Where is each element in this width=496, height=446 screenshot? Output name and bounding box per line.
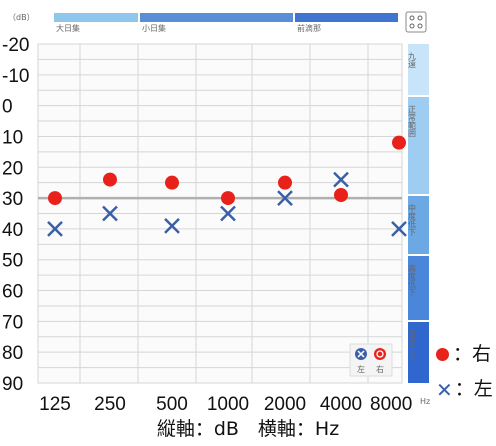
right-ear-circle-mark [221, 191, 235, 206]
legend-red-circle-icon [436, 348, 449, 361]
y-tick-label: 90 [2, 374, 23, 395]
right-band-segment [408, 44, 429, 95]
left-ear-x-mark [47, 221, 63, 237]
inner-legend-right-icon [374, 348, 386, 360]
legend-blue-x-icon: ✕ [436, 377, 453, 402]
left-ear-x-stroke [277, 190, 293, 206]
y-tick-label: 40 [2, 220, 23, 241]
y-tick-labels: -20 -10 0 10 20 30 40 50 60 70 80 90 [2, 35, 29, 395]
y-tick-label: 20 [2, 158, 23, 179]
left-ear-x-stroke [220, 205, 236, 222]
x-tick-labels: 125 250 500 1000 2000 4000 8000 [39, 394, 412, 415]
y-tick-label: -20 [2, 35, 29, 56]
x-tick-label: 125 [39, 394, 71, 415]
x-tick-label: 8000 [370, 394, 412, 415]
y-tick-label: 10 [2, 127, 23, 148]
right-ear-circle-mark [165, 175, 179, 190]
y-tick-label: 50 [2, 251, 23, 272]
top-band: （dB） 大日集 小日集 前滴那 [8, 13, 398, 33]
left-ear-x-stroke [47, 221, 63, 237]
inner-legend-left-label: 左 [357, 364, 365, 374]
legend-right-entry: ：右 [436, 339, 491, 366]
right-ear-circle-mark [48, 191, 62, 206]
settings-icon-dot [417, 15, 423, 21]
x-tick-label: 250 [94, 394, 126, 415]
top-band-segment [54, 13, 138, 22]
top-band-unit: （dB） [8, 13, 35, 22]
right-ear-circle-mark [278, 175, 292, 190]
left-ear-x-mark [277, 190, 293, 206]
top-band-label: 小日集 [142, 23, 166, 33]
left-ear-x-mark [333, 171, 349, 188]
left-ear-x-mark [391, 221, 407, 237]
settings-icon-frame [405, 11, 427, 33]
right-band-label: 正常範囲 [408, 105, 417, 138]
left-ear-x-stroke [333, 171, 349, 188]
legend-right-label: ：右 [453, 343, 492, 365]
x-tick-label: 500 [156, 394, 188, 415]
legend-left-entry: ✕ ：左 [436, 374, 493, 402]
left-ear-x-mark [102, 205, 118, 222]
settings-icon-dot [409, 23, 415, 29]
x-tick-label: 2000 [264, 394, 306, 415]
y-tick-label: 0 [2, 97, 13, 118]
right-band-segment [408, 97, 429, 194]
plot-area [37, 43, 403, 384]
right-ear-circle-mark [392, 135, 406, 150]
y-tick-label: -10 [2, 66, 29, 87]
right-band-label: 中度低下 [408, 203, 417, 237]
axis-caption: 縦軸：dB 横軸：Hz [156, 418, 340, 440]
left-ear-x-mark [164, 217, 180, 234]
left-ear-x-mark [220, 205, 236, 222]
right-band-segment [408, 196, 429, 254]
x-tick-label: 4000 [320, 394, 362, 415]
top-band-label: 前滴那 [297, 23, 321, 33]
legend-left-label: ：左 [454, 378, 493, 400]
left-ear-x-stroke [391, 221, 407, 237]
right-band-label: 九遠 [408, 52, 417, 69]
data-marks [47, 135, 407, 237]
settings-icon[interactable]: Hz [405, 11, 430, 406]
top-band-segment [140, 13, 293, 22]
y-tick-label: 60 [2, 282, 23, 303]
inner-legend-left-icon-x [357, 350, 365, 358]
settings-icon-dot [417, 23, 423, 29]
inner-legend-right-icon-ring [376, 350, 384, 358]
right-band-segment [408, 322, 429, 383]
right-ear-circle-mark [334, 188, 348, 203]
top-band-segment [295, 13, 398, 22]
y-tick-label: 30 [2, 189, 23, 210]
inner-legend: 左右 [349, 343, 393, 377]
right-ear-circle-mark [103, 172, 117, 187]
right-band-label: 高度低下 [408, 263, 417, 297]
y-tick-label: 70 [2, 312, 23, 333]
x-tick-label: 1000 [207, 394, 249, 415]
left-ear-x-stroke [164, 217, 180, 234]
left-ear-x-stroke [102, 205, 118, 222]
top-band-label: 大日集 [56, 23, 80, 33]
right-band-label: 重度低下 [408, 329, 417, 363]
inner-legend-box [349, 343, 393, 377]
corner-unit-label: Hz [420, 397, 430, 406]
y-tick-label: 80 [2, 343, 23, 364]
right-band-segment [408, 256, 429, 320]
inner-legend-right-label: 右 [376, 364, 384, 374]
settings-icon-dot [409, 15, 415, 21]
